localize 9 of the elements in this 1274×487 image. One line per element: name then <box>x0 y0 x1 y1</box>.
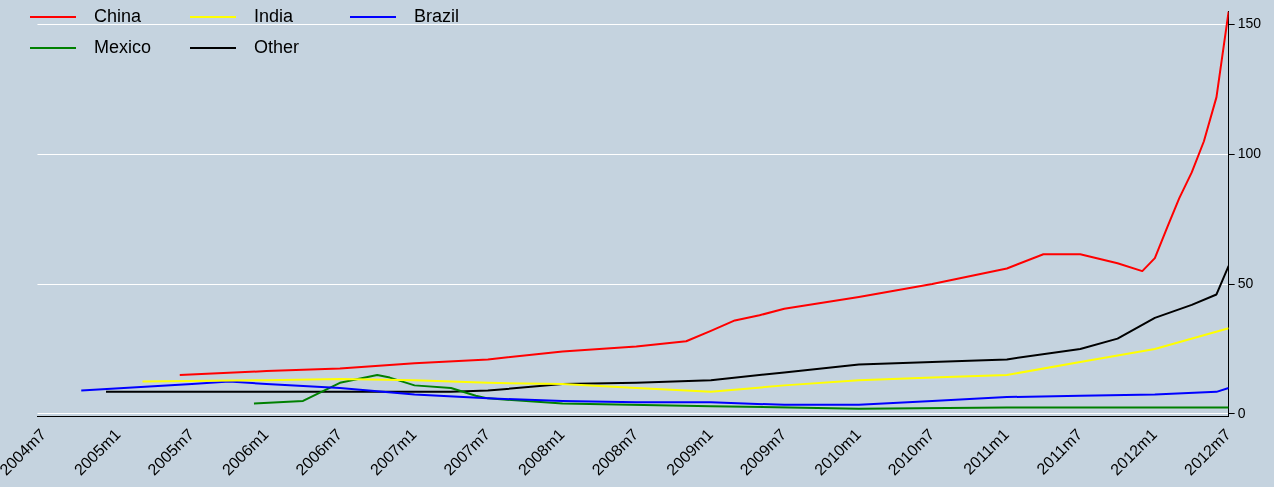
y-tick-label: 50 <box>1237 274 1254 291</box>
legend-label: Mexico <box>94 37 152 58</box>
legend-label: India <box>254 6 294 27</box>
legend-label: Other <box>254 37 300 58</box>
legend-label: Brazil <box>414 6 460 27</box>
y-tick-label: 150 <box>1237 15 1262 32</box>
y-tick-label: 100 <box>1237 145 1262 162</box>
y-tick-label: 0 <box>1237 404 1246 421</box>
legend-label: China <box>94 6 142 27</box>
